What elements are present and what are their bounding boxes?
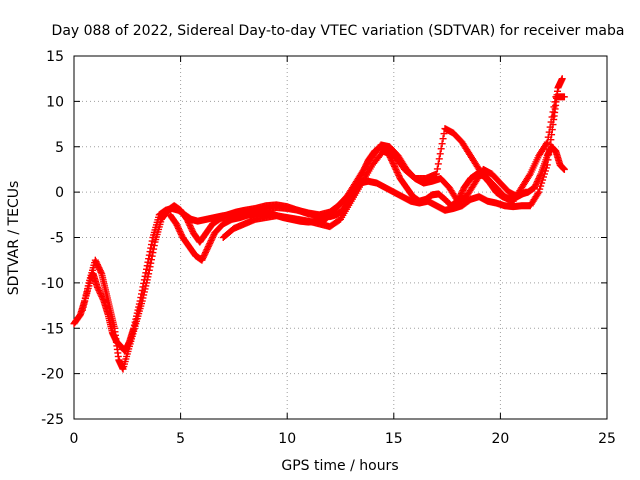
y-tick-label: -25: [41, 412, 64, 428]
y-tick-label: 5: [55, 140, 64, 156]
axis-ticks: 0 5 10 15 20 25 -25 -20 -15 -10 -5 0 5 10 15: [41, 49, 616, 447]
data-point: [548, 113, 556, 121]
x-tick-label: 10: [278, 431, 296, 447]
data-point: [435, 155, 443, 163]
data-point: [146, 263, 154, 271]
x-tick-label: 20: [491, 431, 509, 447]
data-point: [534, 190, 542, 198]
data-point: [439, 135, 447, 143]
data-point: [437, 145, 445, 153]
series-track-2: [79, 141, 530, 373]
data-point: [434, 160, 442, 168]
data-point: [551, 98, 559, 106]
x-tick-label: 0: [70, 431, 79, 447]
chart-title: Day 088 of 2022, Sidereal Day-to-day VTE…: [52, 23, 625, 39]
data-point: [543, 161, 551, 169]
data-point: [438, 140, 446, 148]
data-point: [148, 252, 156, 260]
x-axis-label: GPS time / hours: [281, 458, 398, 474]
y-tick-label: 10: [46, 94, 64, 110]
x-tick-label: 25: [598, 431, 616, 447]
data-point: [542, 140, 550, 148]
data-point: [150, 245, 158, 253]
data-point: [550, 103, 558, 111]
data-point: [525, 171, 533, 179]
y-tick-label: -5: [50, 231, 64, 247]
data-point: [544, 156, 552, 164]
plot-frame: [73, 55, 608, 420]
y-tick-label: -20: [41, 367, 64, 383]
y-tick-label: 0: [55, 185, 64, 201]
data-point: [440, 130, 448, 138]
data-point: [522, 188, 530, 196]
data-point: [545, 151, 553, 159]
data-point: [149, 249, 157, 257]
y-tick-label: -10: [41, 276, 64, 292]
data-point: [546, 123, 554, 131]
data-point: [558, 75, 566, 83]
data-point: [545, 146, 553, 154]
data-point: [97, 268, 105, 276]
data-point: [543, 138, 551, 146]
data-point: [549, 108, 557, 116]
data-point: [547, 118, 555, 126]
data-point: [432, 170, 440, 178]
data-point: [545, 128, 553, 136]
y-tick-label: 15: [46, 49, 64, 65]
data-points: [70, 75, 568, 373]
x-tick-label: 5: [176, 431, 185, 447]
data-point: [560, 165, 568, 173]
data-point: [433, 165, 441, 173]
data-point: [560, 93, 568, 101]
y-axis-label: SDTVAR / TECUs: [6, 181, 22, 296]
data-point: [145, 266, 153, 274]
data-point: [150, 242, 158, 250]
data-point: [147, 256, 155, 264]
data-point: [544, 133, 552, 141]
data-point: [536, 171, 544, 179]
data-point: [147, 259, 155, 267]
data-point: [145, 270, 153, 278]
x-tick-label: 15: [385, 431, 403, 447]
y-tick-label: -15: [41, 321, 64, 337]
series-track-3: [166, 75, 566, 264]
data-point: [436, 150, 444, 158]
series-track-4: [219, 93, 568, 241]
